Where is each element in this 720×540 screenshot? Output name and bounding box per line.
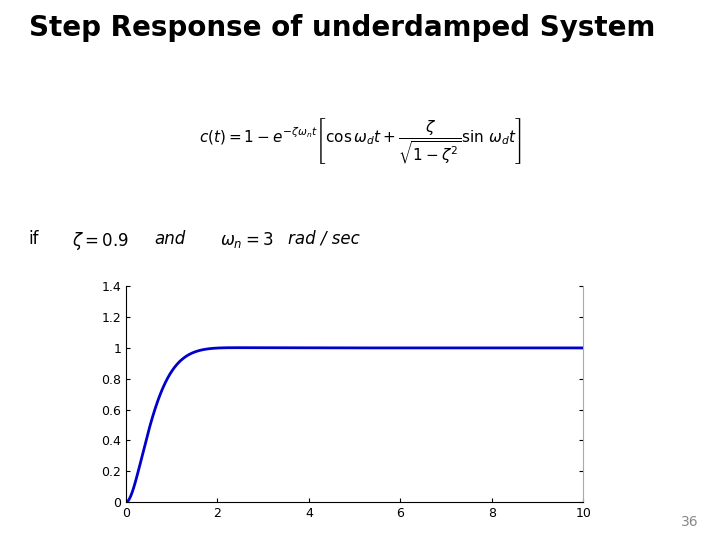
Text: Step Response of underdamped System: Step Response of underdamped System xyxy=(29,14,655,42)
Text: $\omega_n = 3$: $\omega_n = 3$ xyxy=(220,230,273,249)
Text: rad / sec: rad / sec xyxy=(288,230,360,247)
Text: $c(t) = 1 - e^{-\zeta\omega_n t}\left[\cos\omega_d t + \dfrac{\zeta}{\sqrt{1-\ze: $c(t) = 1 - e^{-\zeta\omega_n t}\left[\c… xyxy=(199,116,521,166)
Text: $\zeta = 0.9$: $\zeta = 0.9$ xyxy=(72,230,129,252)
Text: and: and xyxy=(155,230,186,247)
Text: if: if xyxy=(29,230,40,247)
Text: 36: 36 xyxy=(681,515,698,529)
